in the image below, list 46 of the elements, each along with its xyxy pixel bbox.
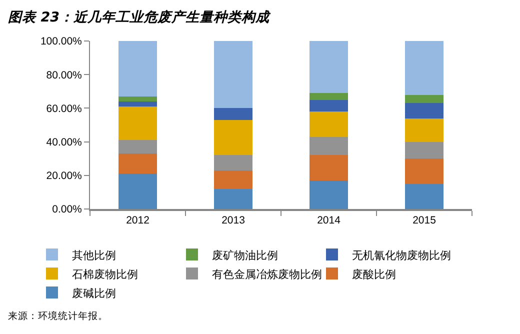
legend-label: 有色金属冶炼废物比例 [212, 268, 322, 281]
y-tick-label: 20.00% [46, 170, 82, 182]
bar [214, 188, 252, 209]
x-tick-label: 2012 [126, 214, 150, 226]
bar [310, 41, 348, 94]
bar [405, 184, 444, 209]
bar [310, 180, 348, 209]
legend-label: 无机氰化物废物比例 [352, 248, 451, 262]
bar [405, 41, 444, 95]
source-note: 来源：环境统计年报。 [8, 310, 108, 322]
bar [310, 136, 348, 156]
bar [118, 41, 157, 96]
bar [118, 96, 157, 102]
bar [405, 103, 444, 118]
bar [214, 108, 252, 120]
legend-label: 其他比例 [72, 248, 116, 262]
y-tick-label: 0.00% [52, 204, 82, 216]
x-tick-label: 2013 [222, 214, 246, 226]
bar [405, 158, 444, 184]
y-tick-label: 40.00% [46, 136, 82, 148]
bar [118, 140, 157, 154]
bar [214, 155, 252, 170]
bar [118, 154, 157, 174]
bar [405, 118, 444, 142]
bar [405, 142, 444, 159]
bar [310, 155, 348, 180]
chart-title: 图表 23：近几年工业危废产生量种类构成 [8, 10, 272, 26]
y-tick-label: 60.00% [46, 102, 82, 115]
x-tick-label: 2015 [412, 214, 436, 226]
legend-label: 废矿物油比例 [212, 248, 278, 262]
bar [118, 106, 157, 140]
bar [118, 174, 157, 209]
x-tick-label: 2014 [317, 214, 341, 226]
bar [214, 170, 252, 189]
y-tick-label: 100.00% [40, 36, 82, 48]
legend-label: 废碱比例 [72, 286, 116, 300]
bar [310, 100, 348, 112]
bar [118, 101, 157, 107]
legend-label: 废酸比例 [352, 268, 396, 281]
bar [310, 112, 348, 137]
bar [405, 94, 444, 104]
bar [214, 41, 252, 108]
bar [310, 93, 348, 100]
bar [214, 120, 252, 156]
y-tick-label: 80.00% [46, 69, 82, 82]
legend-label: 石棉废物比例 [72, 268, 138, 281]
